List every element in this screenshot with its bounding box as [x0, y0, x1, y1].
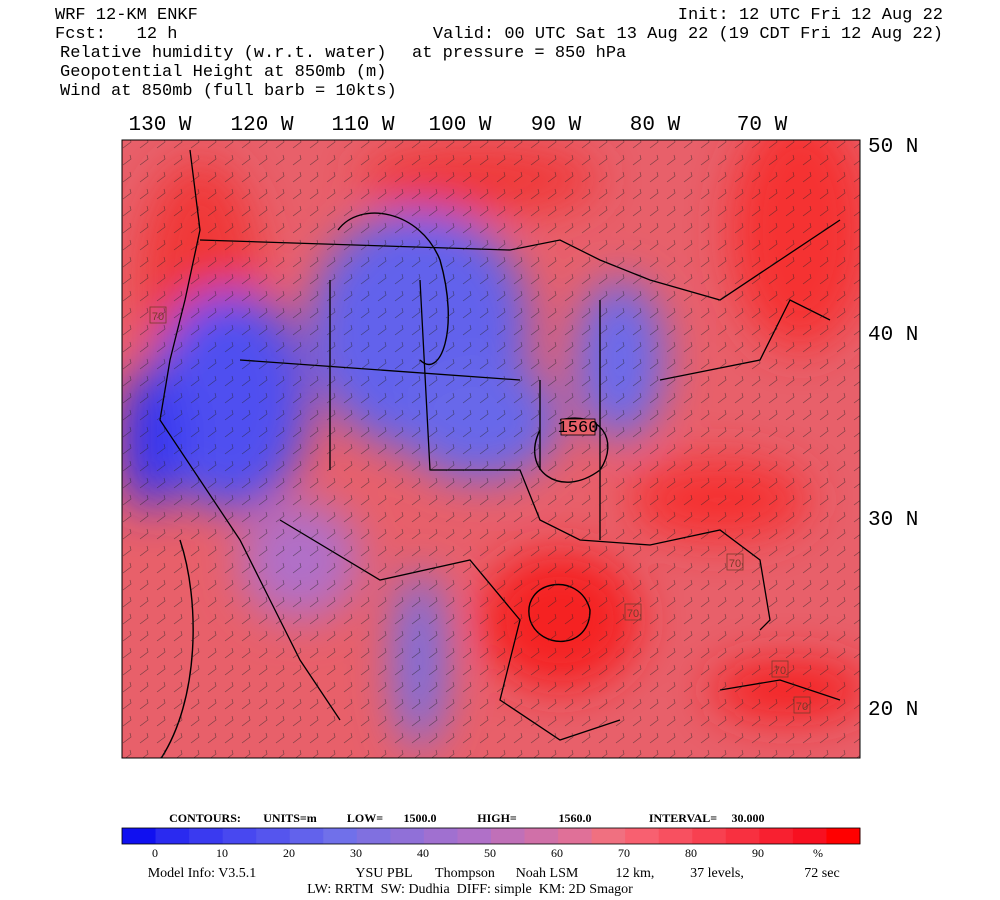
colorbar-swatch	[356, 828, 391, 844]
colorbar-swatch	[625, 828, 660, 844]
map-frame	[121, 139, 861, 759]
contour-label: 70	[729, 558, 741, 570]
latitude-label: 40 N	[868, 324, 918, 347]
colorbar-swatch	[155, 828, 190, 844]
header-line: Geopotential Height at 850mb (m)	[60, 63, 386, 82]
init-time: Init: 12 UTC Fri 12 Aug 22	[678, 6, 943, 25]
pressure-level: at pressure = 850 hPa	[412, 44, 626, 63]
valid-time: Valid: 00 UTC Sat 13 Aug 22 (19 CDT Fri …	[433, 25, 943, 44]
contour-label-box	[560, 418, 596, 436]
colorbar-swatch	[692, 828, 727, 844]
footer: CONTOURS: UNITS=m LOW= 1500.0 HIGH= 1560.0 INT…	[121, 811, 861, 897]
colorbar-label: 70	[618, 846, 630, 860]
header-line: Wind at 850mb (full barb = 10kts)	[60, 82, 397, 101]
contour-label: 70	[152, 311, 164, 323]
longitude-label: 90 W	[531, 114, 582, 137]
contour-info: 30.000	[732, 811, 765, 825]
latitude-label: 50 N	[868, 136, 918, 159]
colorbar-label: %	[813, 846, 823, 860]
model-info: Model Info: V3.5.1	[148, 866, 257, 881]
colorbar-label: 50	[484, 846, 496, 860]
contour-label-box	[771, 660, 789, 678]
colorbar-swatch	[491, 828, 526, 844]
colorbar-swatch	[222, 828, 257, 844]
contour-label: 1560	[558, 419, 599, 438]
geo-labels: 130 W 120 W 110 W 100 W 90 W 80 W 70 W 50 N 40 N…	[128, 114, 918, 722]
colorbar-swatch	[826, 828, 861, 844]
colorbar-label: 80	[685, 846, 697, 860]
longitude-label: 130 W	[128, 114, 191, 137]
model-info: 37 levels,	[690, 866, 744, 881]
colorbar-frame	[121, 827, 861, 845]
colorbar-swatch	[423, 828, 458, 844]
latitude-label: 30 N	[868, 509, 918, 532]
header-line: WRF 12-KM ENKF	[55, 6, 198, 25]
contour-label-box	[624, 603, 642, 621]
longitude-label: 80 W	[630, 114, 681, 137]
colorbar-swatch	[725, 828, 760, 844]
model-info: Thompson	[435, 866, 495, 881]
contour-info: UNITS=m	[263, 811, 317, 825]
physics-info: LW: RRTM SW: Dudhia DIFF: simple KM: 2D …	[307, 882, 633, 897]
model-info: YSU PBL	[355, 866, 412, 881]
contour-labels: 1560 70 70 70 70 70	[149, 306, 811, 714]
colorbar-swatch	[591, 828, 626, 844]
contour-info: CONTOURS:	[169, 811, 241, 825]
colorbar-swatch	[289, 828, 324, 844]
longitude-label: 120 W	[230, 114, 293, 137]
colorbar-swatch	[759, 828, 794, 844]
colorbar-label: 90	[752, 846, 764, 860]
colorbar-swatch	[256, 828, 291, 844]
contour-label: 70	[796, 701, 808, 713]
colorbar-swatch	[122, 828, 157, 844]
contour-label-box	[793, 696, 811, 714]
contour-info: 1560.0	[559, 811, 592, 825]
contour-info: HIGH=	[477, 811, 517, 825]
model-info: Noah LSM	[516, 866, 579, 881]
contour-label: 70	[774, 665, 786, 677]
colorbar-label: 60	[551, 846, 563, 860]
longitude-label: 110 W	[331, 114, 394, 137]
longitude-label: 100 W	[428, 114, 491, 137]
latitude-label: 20 N	[868, 699, 918, 722]
colorbar-swatch	[558, 828, 593, 844]
colorbar-swatch	[323, 828, 358, 844]
contour-info: INTERVAL=	[649, 811, 717, 825]
contour-info: LOW=	[347, 811, 383, 825]
colorbar-swatch	[189, 828, 224, 844]
colorbar-label: 10	[216, 846, 228, 860]
contour-label-box	[726, 553, 744, 571]
colorbar-swatch	[390, 828, 425, 844]
colorbar-swatch	[524, 828, 559, 844]
colorbar-label: 20	[283, 846, 295, 860]
contour-label: 70	[627, 608, 639, 620]
colorbar-swatch	[658, 828, 693, 844]
model-info: 72 sec	[804, 866, 839, 881]
contour-info: 1500.0	[404, 811, 437, 825]
map-field	[122, 140, 860, 758]
header-line: Relative humidity (w.r.t. water)	[60, 44, 386, 63]
model-info: 12 km,	[616, 866, 655, 881]
colorbar-label: 40	[417, 846, 429, 860]
colorbar-swatch	[457, 828, 492, 844]
colorbar-swatch	[792, 828, 827, 844]
wind-barbs	[122, 140, 860, 758]
contour-label-box	[149, 306, 167, 324]
colorbar-label: 30	[350, 846, 362, 860]
colorbar-label: 0	[152, 846, 158, 860]
header-line: Fcst: 12 h	[55, 25, 177, 44]
longitude-label: 70 W	[737, 114, 788, 137]
